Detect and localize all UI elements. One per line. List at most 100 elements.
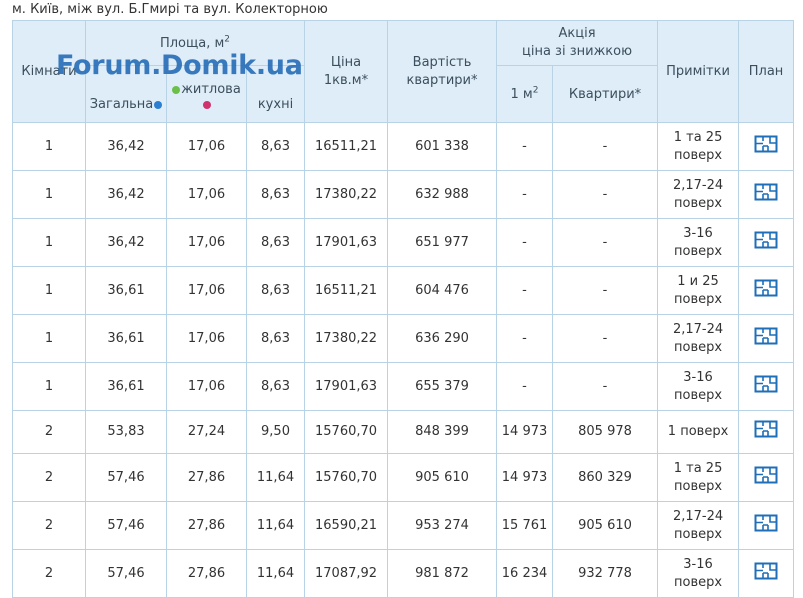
cell-promo-flat: 905 610 [552,501,659,550]
cell-promo-m2: 15 761 [496,501,554,550]
cell-area-kitchen: 8,63 [245,314,306,363]
cell-promo-m2: - [496,266,554,315]
floor-plan-icon[interactable] [754,374,778,394]
cell-promo-m2: - [496,218,554,267]
cell-plan [738,122,795,171]
cell-area-kitchen: 11,64 [245,453,306,502]
cell-area-total: 57,46 [85,501,167,550]
cell-rooms: 1 [12,266,86,315]
cell-area-kitchen: 8,63 [245,218,306,267]
header-area-total: Загальна [85,65,167,123]
cell-area-total: 36,61 [85,266,167,315]
cell-notes: 1 та 25 поверх [657,453,740,502]
floor-plan-icon[interactable] [754,419,778,439]
cell-area-total: 36,42 [85,122,167,171]
cell-area-kitchen: 8,63 [245,362,306,411]
header-price: Ціна 1кв.м* [304,20,389,123]
table-row: 1 36,42 17,06 8,63 16511,21 601 338 - - … [12,122,795,171]
floor-plan-icon[interactable] [754,182,778,202]
cell-rooms: 1 [12,122,86,171]
cell-promo-flat: - [552,266,659,315]
cell-cost: 604 476 [387,266,498,315]
cell-plan [738,170,795,219]
cell-promo-m2: - [496,314,554,363]
cell-promo-m2: - [496,170,554,219]
floor-plan-icon[interactable] [754,230,778,250]
cell-area-total: 36,61 [85,314,167,363]
red-dot-icon [203,100,211,109]
cell-area-kitchen: 8,63 [245,266,306,315]
cell-rooms: 2 [12,501,86,550]
cell-area-living: 27,86 [166,501,247,550]
floor-plan-icon[interactable] [754,326,778,346]
cell-area-kitchen: 8,63 [245,170,306,219]
cell-notes: 2,17-24 поверх [657,170,740,219]
cell-area-total: 36,42 [85,218,167,267]
cell-area-kitchen: 8,63 [245,122,306,171]
floor-plan-icon[interactable] [754,134,778,154]
cell-cost: 651 977 [387,218,498,267]
cell-promo-flat: - [552,362,659,411]
header-promo-m2: 1 м2 [496,65,554,123]
cell-promo-flat: - [552,170,659,219]
table-row: 1 36,61 17,06 8,63 16511,21 604 476 - - … [12,266,795,315]
cell-rooms: 2 [12,453,86,502]
cell-promo-m2: 16 234 [496,549,554,598]
cell-promo-m2: - [496,122,554,171]
cell-plan [738,501,795,550]
cell-cost: 655 379 [387,362,498,411]
cell-promo-flat: - [552,314,659,363]
header-area-living: житлова [166,65,247,123]
cell-area-kitchen: 9,50 [245,410,306,454]
cell-plan [738,218,795,267]
header-promo-flat: Квартири* [552,65,659,123]
cell-price: 17901,63 [304,218,389,267]
cell-price: 15760,70 [304,453,389,502]
cell-area-living: 17,06 [166,218,247,267]
cell-area-living: 27,86 [166,453,247,502]
cell-notes: 1 и 25 поверх [657,266,740,315]
cell-notes: 3-16 поверх [657,549,740,598]
cell-promo-flat: - [552,122,659,171]
header-area-kitchen: кухні [245,65,306,123]
cell-promo-flat: 805 978 [552,410,659,454]
cell-cost: 636 290 [387,314,498,363]
cell-promo-flat: 860 329 [552,453,659,502]
cell-promo-m2: - [496,362,554,411]
apartments-table-wrap: Кімнати Площа, м2 Ціна 1кв.м* Вартість ква… [12,20,795,598]
cell-rooms: 2 [12,549,86,598]
cell-price: 16590,21 [304,501,389,550]
cell-notes: 1 поверх [657,410,740,454]
cell-area-living: 17,06 [166,266,247,315]
cell-area-total: 36,61 [85,362,167,411]
table-row: 2 57,46 27,86 11,64 15760,70 905 610 14 … [12,453,795,502]
cell-promo-flat: - [552,218,659,267]
cell-area-living: 17,06 [166,170,247,219]
floor-plan-icon[interactable] [754,465,778,485]
cell-plan [738,362,795,411]
floor-plan-icon[interactable] [754,513,778,533]
cell-price: 17380,22 [304,314,389,363]
cell-promo-m2: 14 973 [496,410,554,454]
cell-notes: 2,17-24 поверх [657,314,740,363]
cell-plan [738,410,795,454]
table-row: 1 36,61 17,06 8,63 17901,63 655 379 - - … [12,362,795,411]
cell-area-living: 17,06 [166,122,247,171]
cell-notes: 3-16 поверх [657,218,740,267]
page-caption: м. Київ, між вул. Б.Гмирі та вул. Колект… [12,2,328,17]
cell-price: 15760,70 [304,410,389,454]
cell-area-total: 36,42 [85,170,167,219]
cell-area-total: 53,83 [85,410,167,454]
cell-notes: 3-16 поверх [657,362,740,411]
cell-area-total: 57,46 [85,549,167,598]
cell-rooms: 1 [12,170,86,219]
cell-rooms: 1 [12,362,86,411]
table-row: 2 53,83 27,24 9,50 15760,70 848 399 14 9… [12,410,795,454]
floor-plan-icon[interactable] [754,278,778,298]
cell-cost: 981 872 [387,549,498,598]
cell-plan [738,266,795,315]
header-cost: Вартість квартири* [387,20,498,123]
floor-plan-icon[interactable] [754,561,778,581]
header-rooms: Кімнати [12,20,86,123]
cell-price: 16511,21 [304,122,389,171]
